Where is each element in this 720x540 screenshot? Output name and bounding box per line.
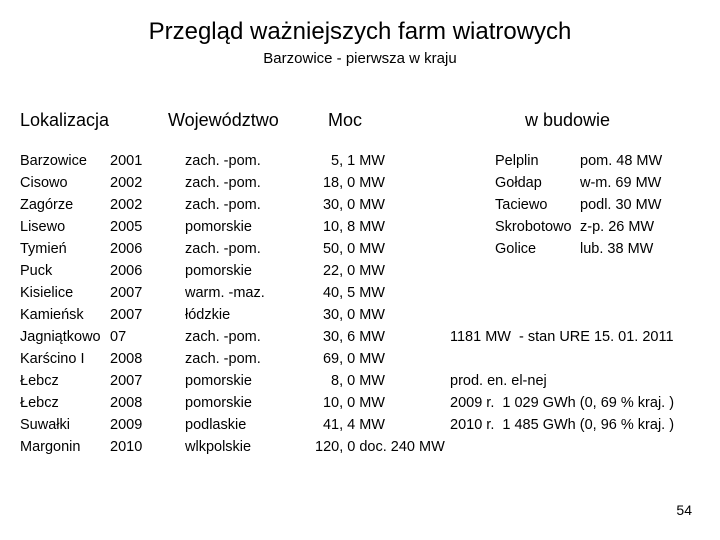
header-localization: Lokalizacja [20, 110, 109, 131]
page-title: Przegląd ważniejszych farm wiatrowych [0, 18, 720, 46]
header-province: Województwo [168, 110, 279, 131]
build-values: pom. 48 MW w-m. 69 MW podl. 30 MW z-p. 2… [580, 150, 662, 260]
header-power: Moc [328, 110, 362, 131]
header-under-construction: w budowie [525, 110, 610, 131]
col-province: zach. -pom. zach. -pom. zach. -pom. pomo… [185, 150, 265, 458]
notes-block: 1181 MW - stan URE 15. 01. 2011 prod. en… [450, 326, 674, 436]
col-location-years: 2001 2002 2002 2005 2006 2006 2007 2007 … [110, 150, 142, 458]
slide: Przegląd ważniejszych farm wiatrowych Ba… [0, 0, 720, 540]
page-number: 54 [676, 502, 692, 518]
col-location-names: Barzowice Cisowo Zagórze Lisewo Tymień P… [20, 150, 101, 458]
page-subtitle: Barzowice - pierwsza w kraju [0, 50, 720, 67]
build-names: Pelplin Gołdap Taciewo Skrobotowo Golice [495, 150, 572, 260]
col-power: 5, 1 MW 18, 0 MW 30, 0 MW 10, 8 MW 50, 0… [315, 150, 385, 458]
